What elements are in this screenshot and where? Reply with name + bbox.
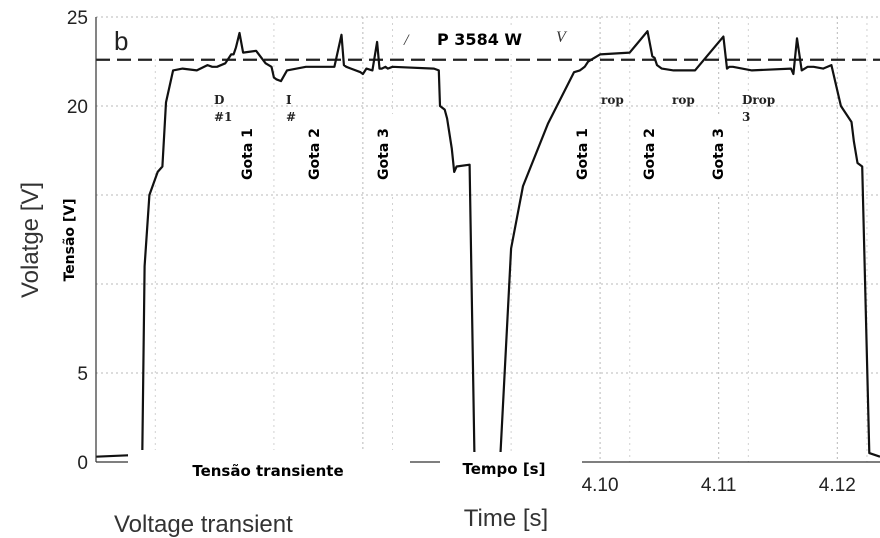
title-fragment-left: / [403,32,410,49]
drop-fragment: # [286,110,296,124]
drop-fragment: D [214,93,224,107]
x-tick-labels: 34.104.114.12 [358,475,856,496]
drop-label-box [304,114,325,194]
y-tick-label: 0 [77,453,88,474]
caption-overlay: Tensão transiente [192,462,343,480]
series-line [95,30,880,458]
drop-label: Gota 3 [376,128,392,180]
panel-label-box [97,18,181,56]
drop-fragment: #1 [214,110,232,124]
drop-label-box [708,114,729,194]
y-tick-labels: 0 5 20 25 [67,8,88,474]
drop-label: Gota 2 [307,128,323,180]
chart-title: P 3584 W [437,30,522,49]
y-axis-title-overlay: Tensão [V] [62,198,78,281]
y-axis-title: Volatge [V] [17,182,44,298]
title-fragment-right: V [556,29,568,46]
drop-fragment: 3 [742,110,750,124]
drop-fragment: Drop [742,93,775,107]
drop-label-box [373,114,394,194]
y-tick-label: 20 [67,97,88,118]
y-tick-label: 5 [77,364,88,385]
drop-fragment: rop [672,93,695,107]
panel-label: b [114,26,128,56]
drop-label: Gota 1 [240,128,256,180]
drop-label: Gota 1 [575,128,591,180]
drop-label-box [237,114,258,194]
drop-label-fragments: D #1 I # rop rop Drop 3 [214,93,775,124]
x-title-overlay-box [440,452,582,484]
drop-label-box [572,114,593,194]
drop-fragment: I [286,93,292,107]
x-tick-label: 4.10 [582,475,619,496]
y-tick-label: 25 [67,8,88,29]
x-tick-label: 4.12 [819,475,856,496]
x-tick-label: 4.11 [701,475,737,496]
caption-overlay-box [128,450,410,492]
title-overlay-box [425,26,553,54]
drop-label: Gota 3 [711,128,727,180]
drop-fragment: rop [601,93,624,107]
drop-label: Gota 2 [642,128,658,180]
caption: Voltage transient [114,511,293,538]
x-axis-title-overlay: Tempo [s] [463,460,546,478]
plot-area [96,17,880,462]
drop-label-box [639,114,660,194]
grid-lines [96,16,880,462]
drop-labels: Gota 1 Gota 2 Gota 3 Gota 1 Gota 2 Gota 3 [237,114,729,194]
x-axis-title: Time [s] [464,505,548,532]
